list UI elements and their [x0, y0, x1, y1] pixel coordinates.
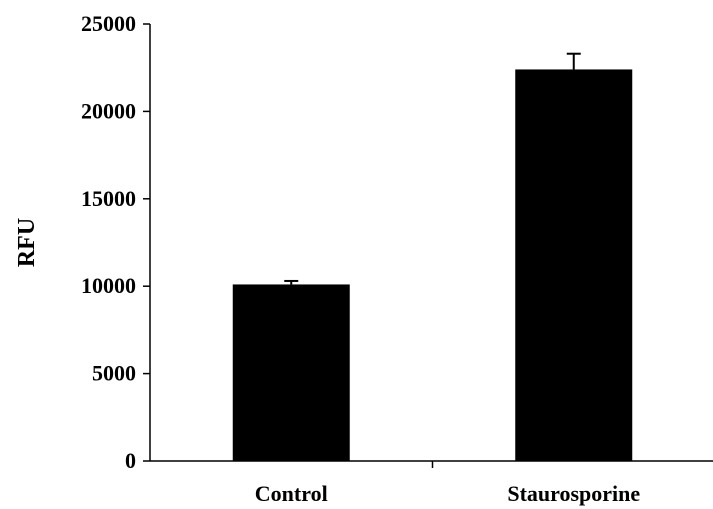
- y-tick-label: 0: [125, 448, 136, 473]
- y-tick-label: 10000: [81, 273, 136, 298]
- y-ticks-group: 0 5000 10000 15000 20000 25000: [81, 11, 150, 473]
- error-bars-group: [284, 52, 581, 285]
- x-ticks-group: Control Staurosporine: [255, 461, 640, 506]
- y-tick-label: 15000: [81, 186, 136, 211]
- bar-control: [232, 284, 350, 461]
- y-axis-label: RFU: [14, 218, 40, 267]
- x-tick-label: Staurosporine: [507, 481, 640, 506]
- bars-group: [232, 69, 633, 461]
- bar-staurosporine: [515, 69, 633, 461]
- y-tick-label: 25000: [81, 11, 136, 36]
- y-tick-label: 5000: [92, 361, 136, 386]
- x-tick-label: Control: [255, 481, 328, 506]
- y-tick-label: 20000: [81, 98, 136, 123]
